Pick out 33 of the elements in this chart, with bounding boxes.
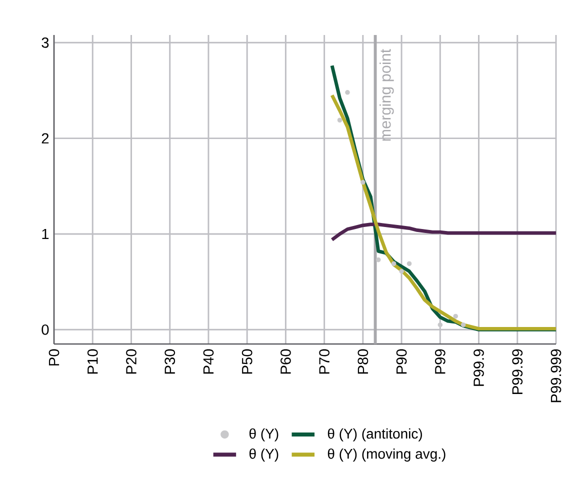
- point: [360, 180, 366, 185]
- point: [391, 261, 396, 266]
- x-tick-label: P70: [319, 349, 330, 374]
- legend-label: θ (Y) (moving avg.): [328, 448, 446, 462]
- x-tick-label: P60: [280, 349, 291, 374]
- x-tick-label: P0: [48, 349, 60, 366]
- point: [337, 118, 342, 123]
- x-tick-label: P30: [164, 349, 176, 374]
- point: [345, 90, 350, 95]
- annotation: merging point: [380, 48, 394, 141]
- point: [438, 322, 443, 328]
- y-tick-label: 1: [42, 228, 49, 240]
- y-tick-label: 3: [42, 37, 49, 48]
- legend-label: θ (Y) (antitonic): [328, 428, 422, 442]
- x-tick-label: P40: [203, 349, 214, 374]
- y-tick-label: 2: [42, 133, 49, 144]
- legend-label: θ (Y): [249, 428, 278, 442]
- x-tick-label: P50: [242, 349, 252, 374]
- x-tick-label: P99.99: [512, 349, 523, 394]
- x-tick-label: P99: [434, 349, 446, 374]
- point: [460, 322, 466, 328]
- x-tick-label: P10: [87, 349, 98, 374]
- x-tick-label: P80: [358, 349, 368, 374]
- point: [406, 261, 412, 266]
- x-tick-label: P99.9: [474, 349, 484, 386]
- point: [399, 268, 404, 274]
- point: [453, 314, 458, 319]
- point: [376, 257, 381, 262]
- x-tick-label: P20: [126, 349, 136, 374]
- legend-label: θ (Y): [249, 448, 278, 462]
- y-tick-label: 0: [42, 324, 49, 335]
- x-tick-label: P99.999: [550, 349, 562, 402]
- x-tick-label: P90: [396, 349, 407, 374]
